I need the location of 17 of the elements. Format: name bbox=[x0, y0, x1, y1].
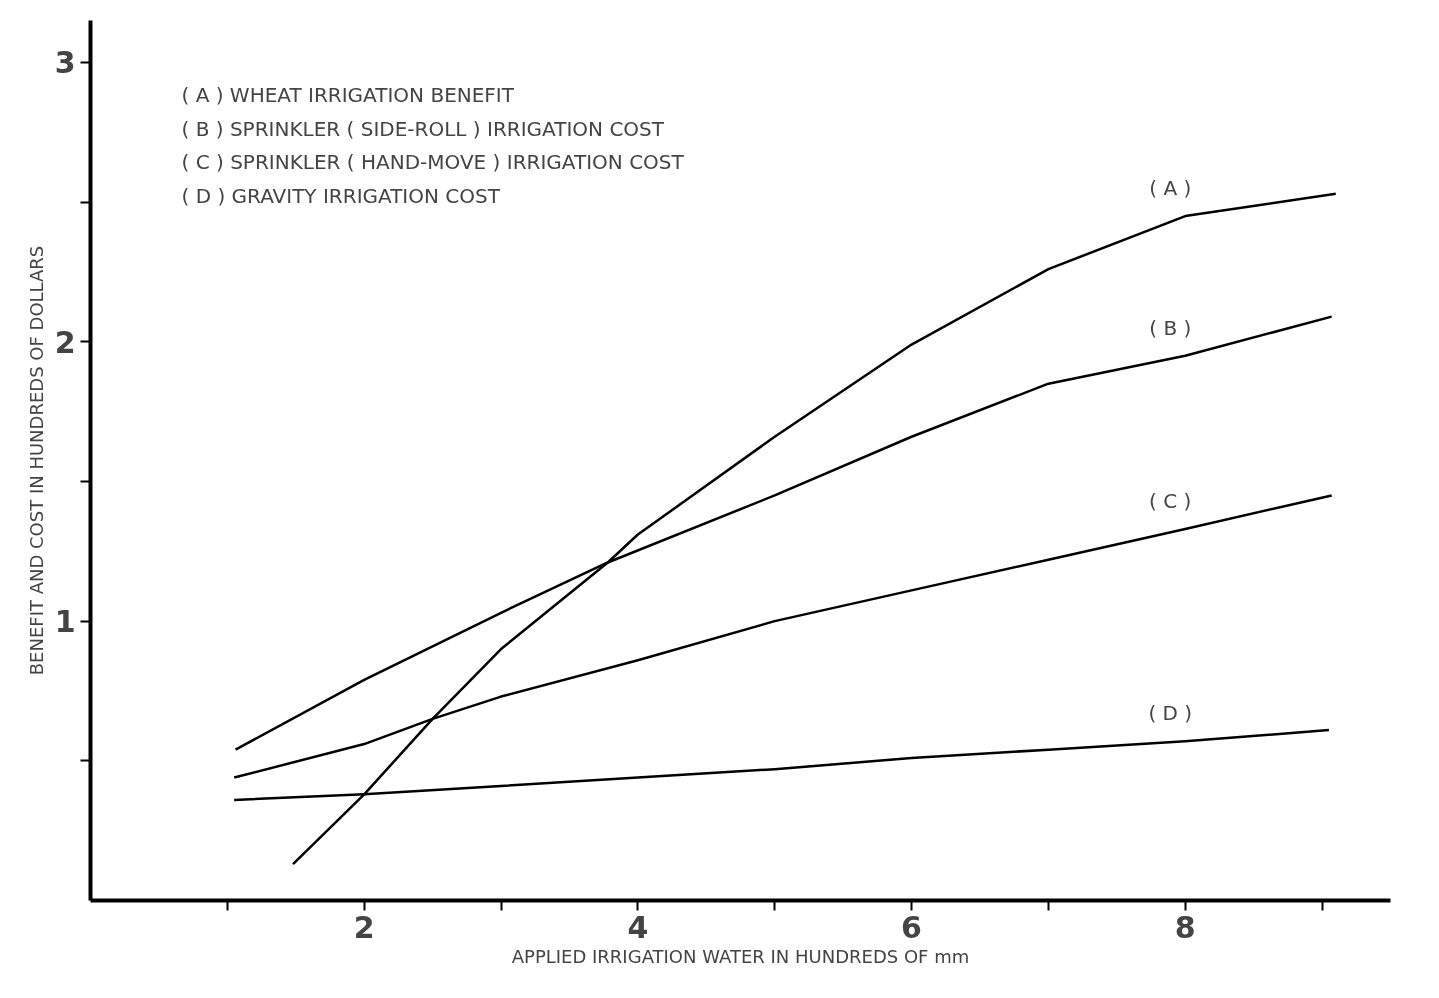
series-label: ( C ) bbox=[1149, 488, 1192, 513]
x-tick-label: 4 bbox=[627, 909, 649, 945]
x-tick-label: 2 bbox=[353, 909, 375, 945]
series-label: ( B ) bbox=[1149, 315, 1192, 340]
y-tick-label: 2 bbox=[54, 324, 76, 360]
x-tick-label: 6 bbox=[901, 909, 922, 945]
series-label: ( D ) bbox=[1148, 701, 1193, 726]
x-axis-title: APPLIED IRRIGATION WATER IN HUNDREDS OF mm bbox=[511, 945, 970, 967]
x-tick-label: 8 bbox=[1174, 909, 1196, 945]
y-tick-label: 1 bbox=[54, 604, 76, 640]
annotation: ( A ) WHEAT IRRIGATION BENEFIT bbox=[181, 83, 515, 108]
annotation: ( B ) SPRINKLER ( SIDE-ROLL ) IRRIGATION COST bbox=[181, 116, 665, 141]
annotation: ( D ) GRAVITY IRRIGATION COST bbox=[181, 183, 501, 208]
series-label: ( A ) bbox=[1149, 176, 1192, 201]
y-axis-title: BENEFIT AND COST IN HUNDREDS OF DOLLARS bbox=[25, 245, 47, 676]
y-tick-label: 3 bbox=[54, 45, 76, 81]
annotation: ( C ) SPRINKLER ( HAND-MOVE ) IRRIGATION COST bbox=[181, 150, 685, 175]
